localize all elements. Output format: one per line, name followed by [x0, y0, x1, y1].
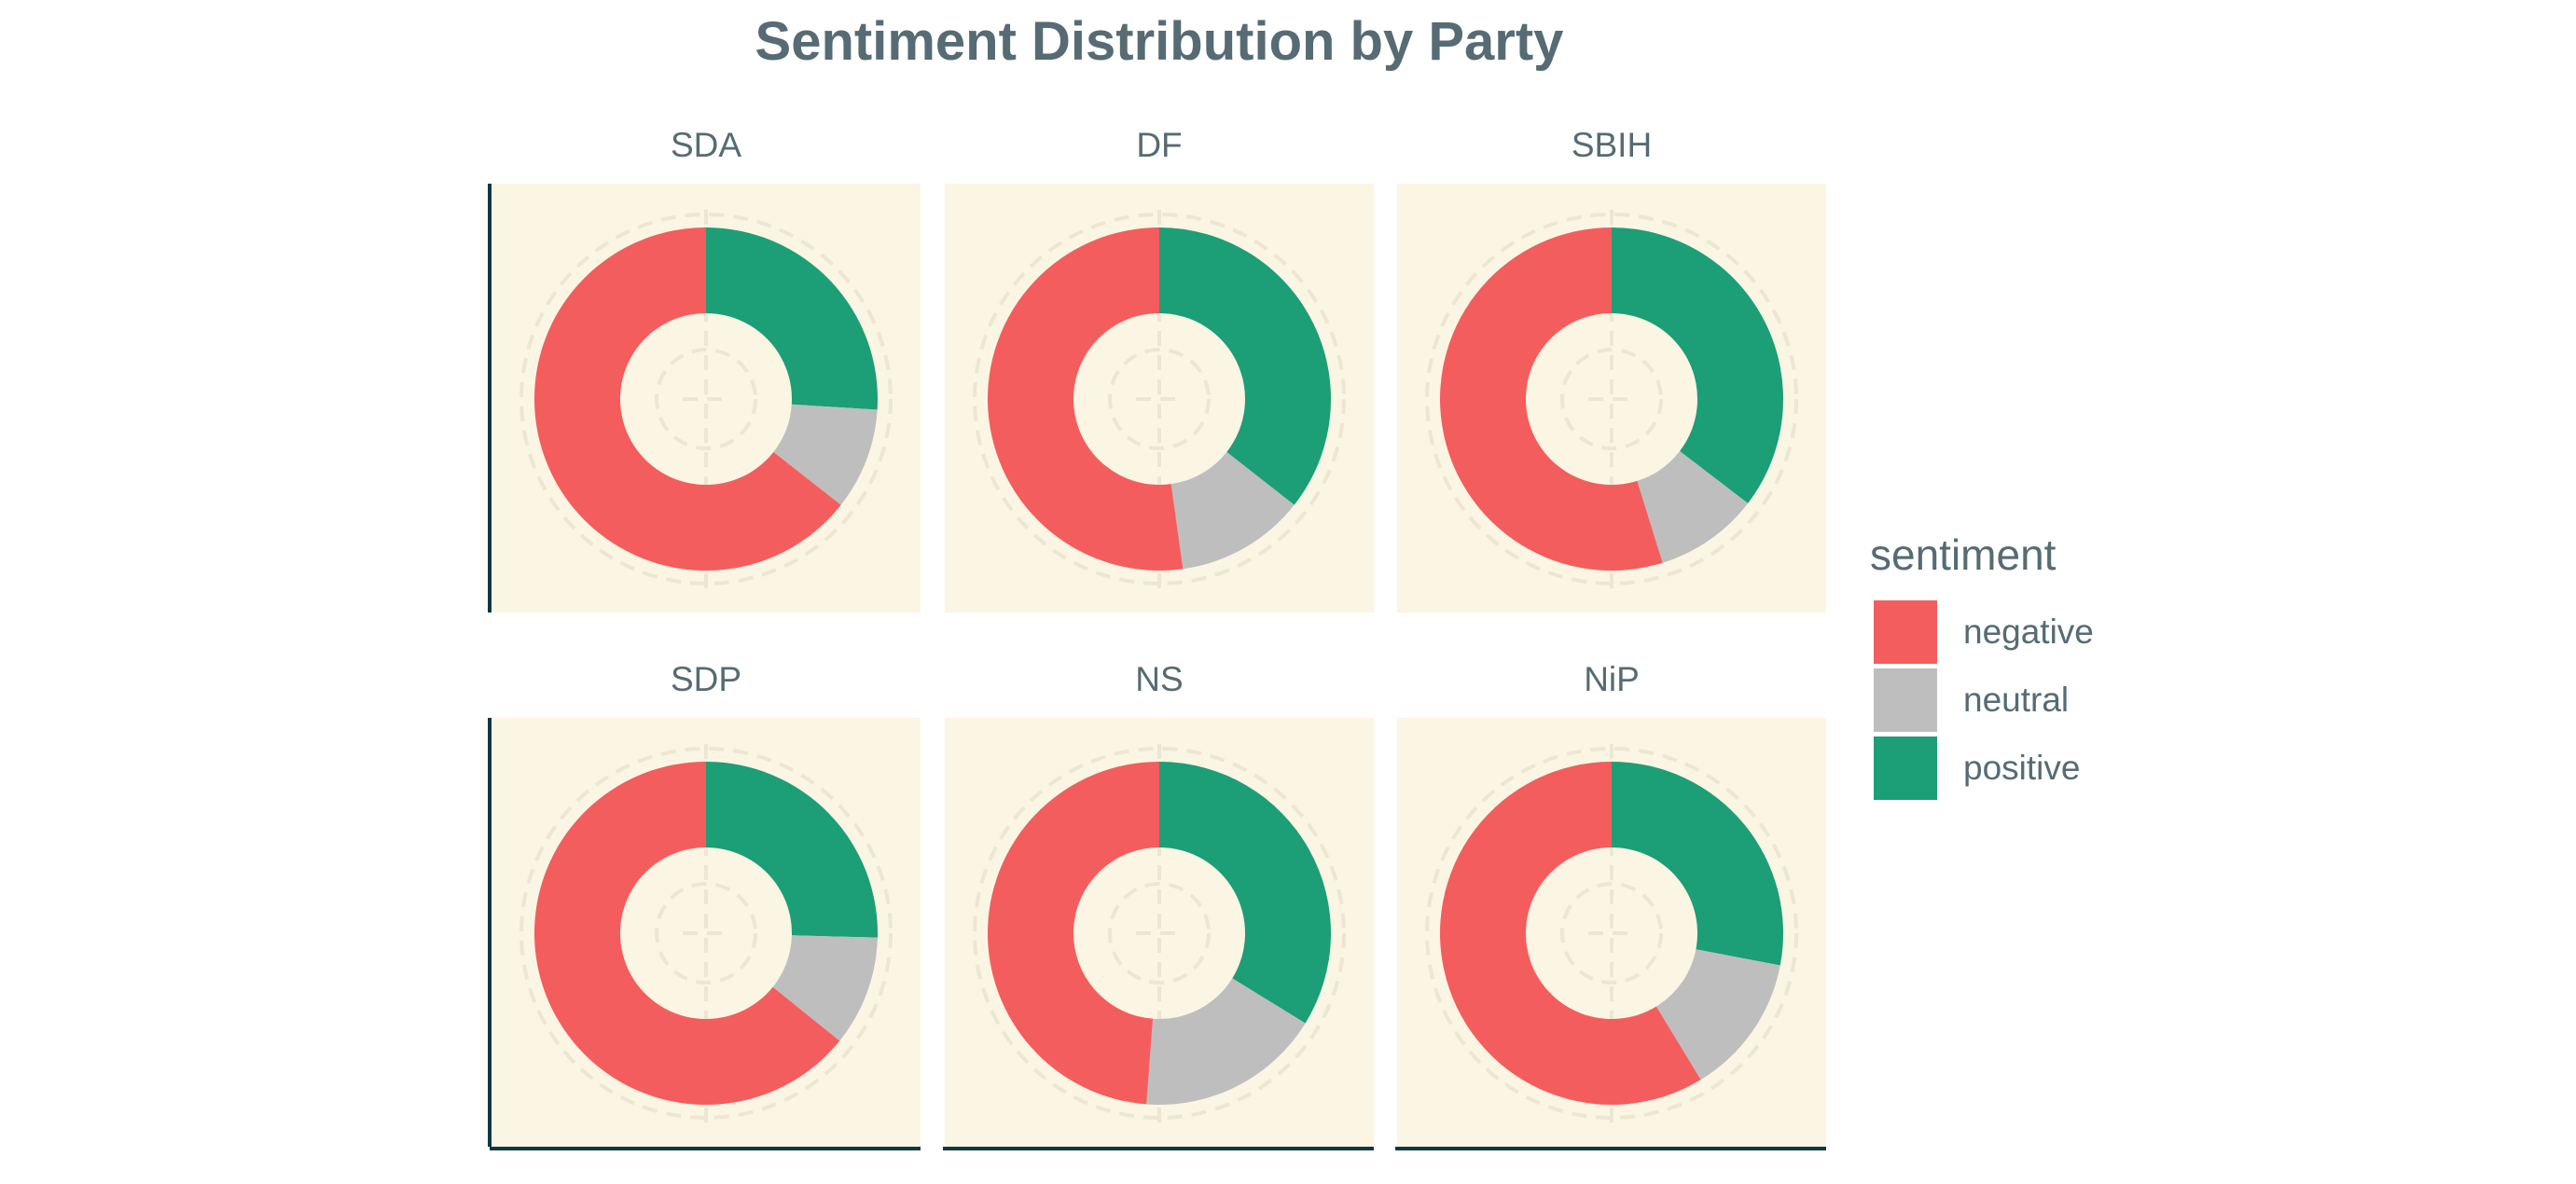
slice-neutral	[1637, 450, 1749, 563]
slice-neutral	[772, 935, 878, 1041]
chart-title: Sentiment Distribution by Party	[755, 11, 1564, 72]
grid-circle	[1425, 213, 1798, 585]
facet-label: SBIH	[1572, 126, 1652, 164]
grid-circle	[655, 348, 757, 450]
slice-negative	[534, 762, 840, 1106]
grid-circle	[973, 213, 1346, 585]
grid-circle	[1560, 348, 1663, 450]
slice-negative	[987, 762, 1159, 1105]
legend-label: negative	[1963, 613, 2094, 651]
slice-positive	[1159, 762, 1331, 1024]
grid-circle	[655, 882, 757, 984]
slice-negative	[1439, 227, 1663, 571]
legend-label: positive	[1963, 749, 2080, 787]
facet-panel-ns: NS	[943, 660, 1374, 1150]
grid-circle	[1560, 882, 1663, 984]
facet-label: DF	[1136, 126, 1182, 164]
facet-label: NiP	[1584, 660, 1640, 698]
legend: sentiment negative neutral positive	[1870, 530, 2094, 800]
legend-key-swatch	[1874, 600, 1937, 664]
slice-positive	[706, 227, 878, 410]
facet-panel-nip: NiP	[1395, 660, 1826, 1150]
legend-key-swatch	[1874, 737, 1937, 800]
slice-negative	[533, 227, 841, 571]
facet-label: SDP	[671, 660, 741, 698]
grid-circle	[1425, 747, 1798, 1120]
slice-positive	[1612, 762, 1783, 966]
facet-panels: SDA DF SBIH SDP NS NiP	[488, 126, 1826, 1150]
legend-item-negative: negative	[1874, 600, 2094, 664]
slice-positive	[1612, 227, 1783, 503]
slice-negative	[988, 227, 1184, 571]
grid-circle	[519, 747, 893, 1120]
legend-title: sentiment	[1870, 530, 2057, 579]
slice-neutral	[773, 404, 878, 505]
grid-circle	[973, 747, 1346, 1120]
facet-label: SDA	[671, 126, 741, 164]
grid-circle	[519, 213, 893, 585]
legend-item-positive: positive	[1874, 737, 2080, 800]
legend-key-swatch	[1874, 668, 1937, 732]
legend-label: neutral	[1963, 681, 2069, 719]
facet-panel-sdp: SDP	[488, 660, 921, 1150]
facet-panel-df: DF	[945, 126, 1374, 613]
slice-positive	[1159, 227, 1331, 505]
grid-circle	[1108, 882, 1211, 984]
slice-neutral	[1146, 978, 1306, 1106]
facet-label: NS	[1135, 660, 1183, 698]
slice-positive	[706, 762, 879, 938]
grid-circle	[1108, 348, 1211, 450]
slice-neutral	[1655, 949, 1780, 1081]
slice-neutral	[1170, 451, 1295, 570]
facet-panel-sda: SDA	[488, 126, 921, 613]
facet-panel-sbih: SBIH	[1397, 126, 1826, 613]
legend-item-neutral: neutral	[1874, 668, 2069, 732]
slice-negative	[1439, 762, 1701, 1106]
